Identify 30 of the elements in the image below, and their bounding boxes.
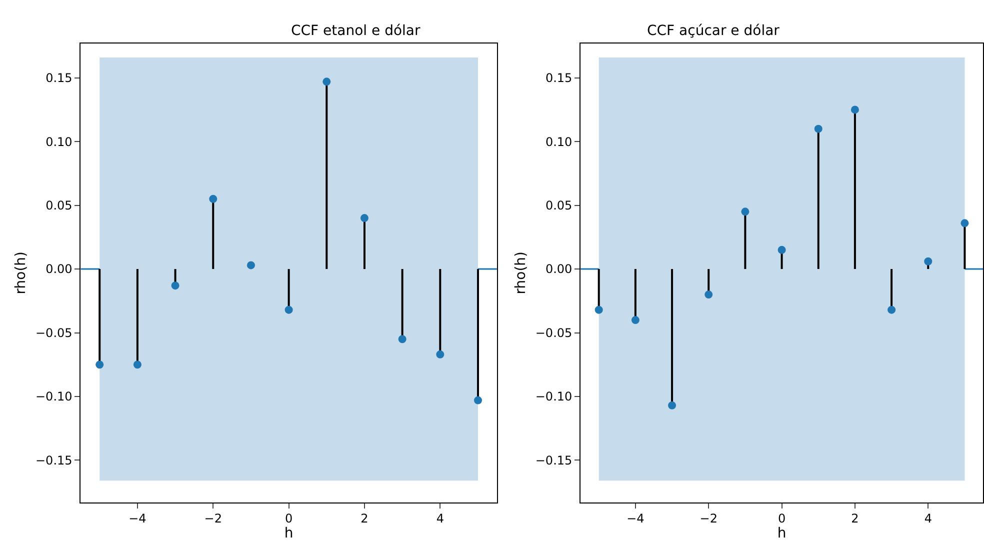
y-axis-title: rho(h)	[13, 251, 30, 294]
y-tick-label: −0.10	[36, 390, 72, 404]
x-tick-label: 0	[778, 512, 786, 526]
x-tick-label: 4	[924, 512, 932, 526]
x-tick-label: −2	[204, 512, 222, 526]
x-tick-label: −4	[626, 512, 644, 526]
y-tick-label: 0.15	[46, 71, 72, 86]
x-tick-label: 2	[360, 512, 368, 526]
y-tick-label: −0.15	[36, 453, 72, 468]
y-tick-label: −0.15	[535, 453, 572, 468]
x-tick-label: 0	[284, 512, 293, 526]
chart-title: CCF açúcar e dólar	[647, 23, 780, 39]
y-tick-label: 0.10	[46, 134, 72, 149]
y-tick-label: −0.05	[535, 326, 572, 340]
x-tick-label: −4	[128, 512, 146, 526]
x-tick-label: 4	[436, 512, 444, 526]
y-tick-label: 0.00	[46, 262, 72, 276]
chart-title: CCF etanol e dólar	[291, 23, 420, 39]
y-tick-label: 0.05	[545, 198, 572, 213]
y-tick-label: 0.15	[545, 71, 572, 86]
y-tick-label: −0.10	[535, 390, 572, 404]
x-axis-title: h	[284, 526, 294, 542]
y-tick-label: 0.00	[545, 262, 572, 276]
y-axis-title: rho(h)	[512, 251, 529, 294]
x-tick-label: 2	[851, 512, 859, 526]
y-tick-label: 0.10	[545, 134, 572, 149]
x-tick-label: −2	[700, 512, 718, 526]
y-tick-label: 0.05	[46, 198, 72, 213]
y-tick-label: −0.05	[36, 326, 72, 340]
x-axis-title: h	[777, 526, 786, 542]
